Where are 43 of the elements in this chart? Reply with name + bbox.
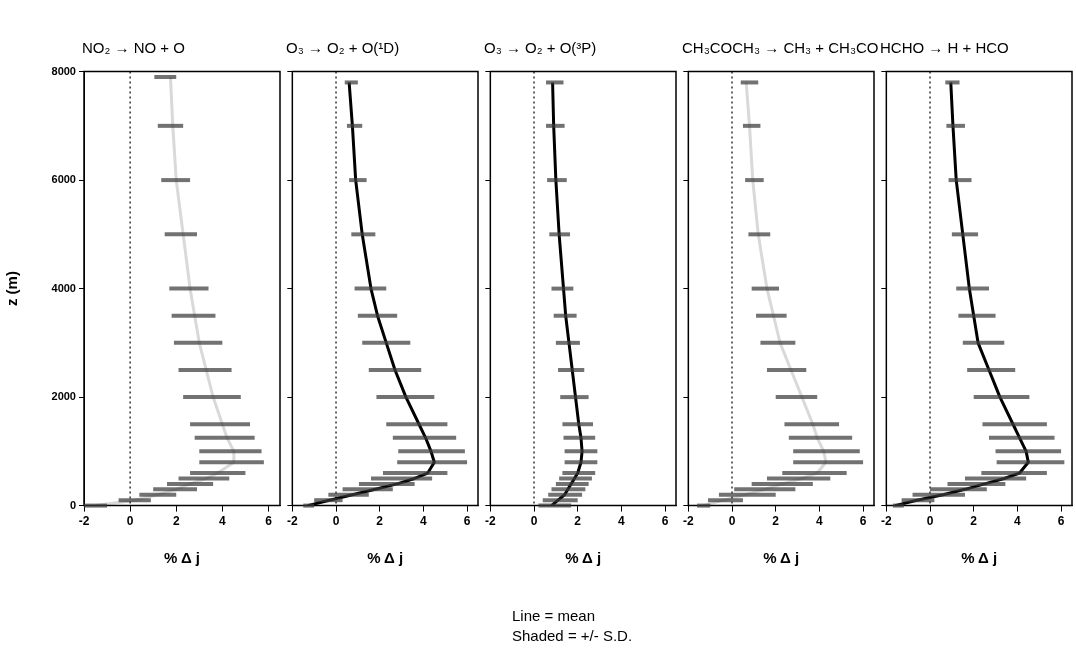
y-tick-label: 0 <box>69 498 76 511</box>
x-tick-label: -2 <box>485 514 496 529</box>
chart-title: HCHO → H + HCO <box>880 38 1009 58</box>
x-tick-label: 4 <box>219 514 227 529</box>
x-tick-label: 2 <box>574 514 582 529</box>
x-tick-label: 2 <box>172 514 180 529</box>
x-tick-label: -2 <box>78 514 90 529</box>
x-tick-label: 6 <box>661 514 669 529</box>
x-axis-title: % Δ j <box>163 549 201 567</box>
x-tick-label: -2 <box>683 514 694 529</box>
y-tick-label: 6000 <box>51 173 76 186</box>
x-tick-label: 6 <box>1057 514 1065 529</box>
x-tick-label: 0 <box>728 514 736 529</box>
x-tick-label: 0 <box>530 514 538 529</box>
chart-title: O₃ → O₂ + O(³P) <box>484 38 597 58</box>
x-tick-label: 2 <box>772 514 780 529</box>
text: Line = mean <box>512 607 595 624</box>
text: Shaded = +/- S.D. <box>512 627 633 644</box>
x-tick-label: 2 <box>970 514 978 529</box>
x-tick-label: -2 <box>287 514 298 529</box>
y-tick-label: 8000 <box>51 64 76 77</box>
x-tick-label: 4 <box>1014 514 1022 529</box>
y-axis-title: z (m) <box>3 271 21 307</box>
x-axis-title: % Δ j <box>961 549 998 567</box>
x-tick-label: 0 <box>926 514 934 529</box>
x-axis-title: % Δ j <box>367 549 404 567</box>
x-tick-label: 6 <box>265 514 273 529</box>
chart-title: NO₂ → NO + O <box>82 38 185 58</box>
x-tick-label: 2 <box>376 514 384 529</box>
x-tick-label: -2 <box>881 514 892 529</box>
x-tick-label: 0 <box>126 514 134 529</box>
y-tick-label: 2000 <box>51 390 76 403</box>
x-tick-label: 4 <box>618 514 626 529</box>
x-tick-label: 4 <box>816 514 824 529</box>
chart-title: O₃ → O₂ + O(¹D) <box>286 38 400 58</box>
x-tick-label: 4 <box>420 514 428 529</box>
x-tick-label: 6 <box>859 514 867 529</box>
x-axis-title: % Δ j <box>565 549 602 567</box>
y-tick-label: 4000 <box>51 281 76 294</box>
x-axis-title: % Δ j <box>763 549 800 567</box>
x-tick-label: 6 <box>463 514 471 529</box>
x-tick-label: 0 <box>332 514 340 529</box>
chart-title: CH₃COCH₃ → CH₃ + CH₃CO <box>682 38 879 58</box>
